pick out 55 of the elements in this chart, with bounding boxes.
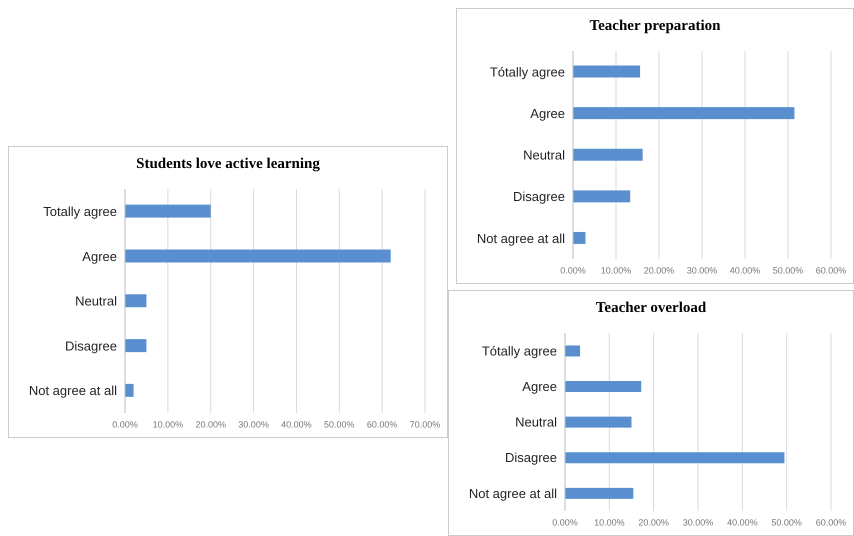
x-tick-label: 50.00%	[772, 265, 804, 276]
x-tick-label: 50.00%	[771, 517, 802, 528]
bar	[573, 107, 794, 120]
y-tick-label: Neutral	[523, 148, 566, 163]
x-tick-label: 40.00%	[730, 265, 760, 276]
y-tick-label: Neutral	[75, 294, 118, 309]
bar	[573, 190, 630, 202]
x-tick-label: 30.00%	[238, 419, 269, 430]
bar	[125, 249, 391, 262]
x-tick-label: 20.00%	[195, 419, 226, 430]
bar	[125, 204, 211, 218]
x-tick-label: 30.00%	[682, 517, 714, 528]
x-tick-label: 70.00%	[410, 419, 440, 430]
x-tick-label: 60.00%	[816, 517, 846, 528]
x-tick-label: 0.00%	[560, 265, 586, 276]
x-tick-label: 60.00%	[816, 265, 846, 276]
y-tick-label: Tótally agree	[490, 64, 565, 80]
bar	[573, 148, 643, 161]
chart-title: Teacher overload	[594, 299, 708, 318]
x-tick-label: 10.00%	[600, 265, 632, 276]
chart-title: Teacher preparation	[588, 17, 722, 36]
bar	[573, 66, 640, 78]
x-tick-label: 0.00%	[112, 419, 138, 430]
y-tick-label: Disagree	[64, 338, 117, 354]
x-tick-label: 0.00%	[552, 517, 578, 528]
x-tick-label: 10.00%	[152, 419, 184, 430]
x-tick-label: 40.00%	[727, 517, 758, 528]
bar	[565, 381, 642, 392]
bar	[565, 488, 634, 499]
bar	[125, 339, 146, 352]
y-tick-label: Tótally agree	[482, 343, 557, 358]
bar	[565, 416, 632, 428]
y-tick-label: Disagree	[512, 189, 565, 204]
y-tick-label: Agree	[522, 379, 557, 394]
bar	[125, 294, 146, 308]
y-tick-label: Neutral	[515, 414, 558, 430]
y-tick-label: Not agree at all	[28, 383, 118, 398]
x-tick-label: 40.00%	[281, 419, 312, 430]
y-tick-label: Not agree at all	[476, 230, 566, 246]
y-tick-label: Disagree	[504, 450, 557, 466]
x-tick-label: 30.00%	[686, 265, 718, 276]
y-tick-label: Totally agree	[43, 204, 117, 220]
y-tick-label: Agree	[82, 248, 117, 264]
bar	[125, 384, 134, 397]
bar	[565, 452, 784, 464]
bar	[565, 345, 580, 356]
bar	[573, 232, 586, 244]
x-tick-label: 20.00%	[644, 265, 674, 276]
y-tick-label: Not agree at all	[468, 486, 558, 501]
x-tick-label: 20.00%	[638, 517, 669, 528]
y-tick-label: Agree	[530, 106, 565, 122]
x-tick-label: 10.00%	[594, 517, 625, 528]
x-tick-label: 60.00%	[366, 419, 398, 430]
chart-title: Students love active learning	[135, 155, 321, 174]
x-tick-label: 50.00%	[324, 419, 355, 430]
